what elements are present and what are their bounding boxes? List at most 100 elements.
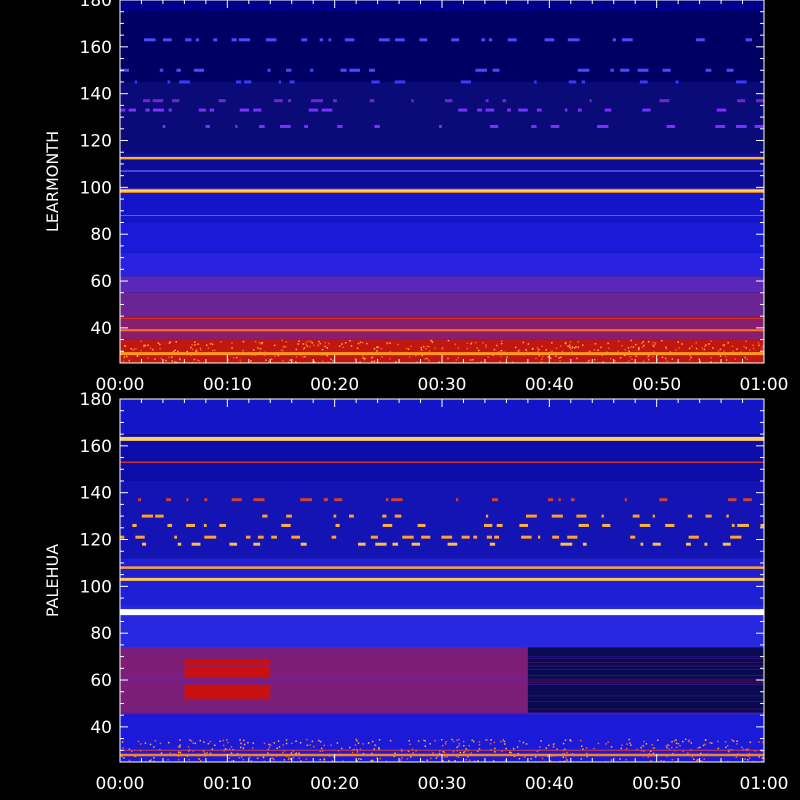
learmonth-noise-speck xyxy=(541,355,544,358)
learmonth-noise-speck xyxy=(500,340,503,342)
learmonth-noise-speck xyxy=(454,343,456,346)
palehua-noise-speck xyxy=(247,741,249,744)
palehua-intermittent-mark xyxy=(155,514,164,518)
palehua-noise-speck xyxy=(268,743,270,746)
palehua-noise-speck xyxy=(320,747,323,750)
palehua-noise-speck xyxy=(667,744,670,747)
learmonth-noise-speck xyxy=(135,347,137,350)
learmonth-noise-speck xyxy=(723,345,725,347)
learmonth-noise-speck xyxy=(627,347,630,349)
palehua-intermittent-mark xyxy=(203,523,207,527)
palehua-noise-speck xyxy=(422,739,425,742)
learmonth-noise-speck xyxy=(130,348,133,350)
learmonth-noise-speck xyxy=(373,348,376,350)
palehua-noise-speck xyxy=(211,748,214,750)
learmonth-noise-speck xyxy=(466,347,469,350)
palehua-noise-speck xyxy=(647,756,649,758)
learmonth-noise-speck xyxy=(589,350,592,353)
learmonth-intermittent-mark xyxy=(344,38,355,42)
learmonth-noise-speck xyxy=(196,359,199,361)
learmonth-noise-speck xyxy=(500,350,503,352)
learmonth-noise-speck xyxy=(569,341,572,343)
palehua-noise-speck xyxy=(668,748,670,751)
palehua-noise-speck xyxy=(121,755,123,758)
learmonth-noise-speck xyxy=(154,358,156,360)
learmonth-intermittent-mark xyxy=(597,124,609,128)
palehua-noise-speck xyxy=(477,760,479,762)
learmonth-noise-speck xyxy=(441,348,443,350)
palehua-noise-speck xyxy=(228,748,231,750)
learmonth-noise-speck xyxy=(397,343,399,346)
palehua-noise-speck xyxy=(199,739,202,742)
learmonth-noise-speck xyxy=(274,355,276,357)
palehua-noise-speck xyxy=(562,756,564,758)
palehua-noise-speck xyxy=(728,750,730,753)
palehua-noise-speck xyxy=(222,744,225,747)
palehua-noise-speck xyxy=(621,744,623,746)
learmonth-intermittent-mark xyxy=(395,38,405,42)
learmonth-intermittent-mark xyxy=(642,108,651,112)
learmonth-noise-speck xyxy=(593,358,596,361)
learmonth-noise-speck xyxy=(586,361,589,363)
palehua-noise-speck xyxy=(552,746,555,748)
palehua-noise-speck xyxy=(649,750,652,753)
palehua-noise-speck xyxy=(295,740,297,742)
learmonth-noise-speck xyxy=(623,354,626,356)
palehua-noise-speck xyxy=(389,739,392,742)
learmonth-noise-speck xyxy=(428,350,431,352)
palehua-noise-speck xyxy=(340,747,343,750)
learmonth-noise-speck xyxy=(285,346,287,348)
palehua-intermittent-mark xyxy=(489,542,496,546)
learmonth-intermittent-mark xyxy=(311,99,323,103)
learmonth-noise-speck xyxy=(366,342,368,345)
learmonth-noise-speck xyxy=(624,348,626,351)
learmonth-noise-speck xyxy=(136,355,139,358)
learmonth-intermittent-mark xyxy=(185,38,192,42)
learmonth-noise-speck xyxy=(186,350,188,353)
learmonth-xtick-label: 00:50 xyxy=(632,375,681,395)
learmonth-noise-speck xyxy=(421,354,424,357)
learmonth-intermittent-mark xyxy=(144,38,156,42)
learmonth-noise-speck xyxy=(298,340,300,342)
learmonth-noise-speck xyxy=(757,342,760,344)
palehua-noise-speck xyxy=(360,758,362,761)
palehua-intermittent-mark xyxy=(286,514,292,518)
learmonth-noise-speck xyxy=(547,356,549,358)
learmonth-noise-speck xyxy=(140,340,142,343)
learmonth-noise-speck xyxy=(191,348,194,351)
learmonth-ytick-label: 160 xyxy=(80,38,112,58)
learmonth-intermittent-mark xyxy=(488,38,493,42)
learmonth-noise-speck xyxy=(363,357,366,360)
learmonth-intermittent-mark xyxy=(659,99,670,103)
learmonth-noise-speck xyxy=(371,360,373,363)
learmonth-noise-speck xyxy=(171,360,174,362)
palehua-noise-speck xyxy=(752,760,755,762)
palehua-intermittent-mark xyxy=(120,535,125,539)
palehua-noise-speck xyxy=(355,738,357,741)
palehua-noise-speck xyxy=(321,750,324,752)
palehua-noise-speck xyxy=(569,739,571,741)
learmonth-noise-speck xyxy=(732,350,735,353)
palehua-intermittent-mark xyxy=(560,542,573,546)
learmonth-noise-speck xyxy=(736,348,738,350)
palehua-noise-speck xyxy=(675,742,678,745)
learmonth-noise-speck xyxy=(704,345,706,348)
learmonth-intermittent-mark xyxy=(371,80,380,84)
learmonth-noise-speck xyxy=(144,344,147,347)
palehua-intermittent-mark xyxy=(551,514,563,518)
palehua-noise-speck xyxy=(292,756,295,759)
learmonth-noise-speck xyxy=(302,343,305,345)
palehua-noise-speck xyxy=(645,743,648,745)
learmonth-noise-speck xyxy=(525,349,527,351)
palehua-noise-speck xyxy=(725,746,727,749)
palehua-noise-speck xyxy=(179,744,181,747)
learmonth-intermittent-mark xyxy=(610,68,614,72)
learmonth-intermittent-mark xyxy=(411,99,414,103)
learmonth-noise-speck xyxy=(277,354,280,357)
palehua-noise-speck xyxy=(300,760,302,762)
learmonth-noise-speck xyxy=(281,349,284,352)
palehua-noise-speck xyxy=(240,756,243,759)
palehua-noise-speck xyxy=(438,752,441,755)
palehua-noise-speck xyxy=(564,739,567,741)
palehua-noise-speck xyxy=(454,760,456,762)
